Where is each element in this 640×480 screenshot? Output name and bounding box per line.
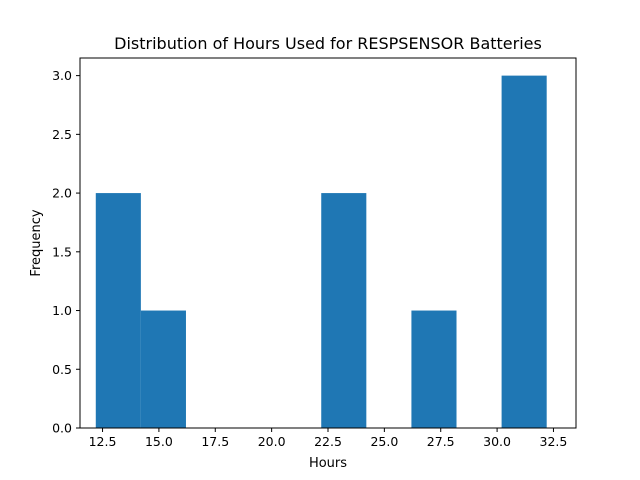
bars-group bbox=[95, 75, 547, 428]
y-tick-label-2: 1.0 bbox=[52, 303, 72, 318]
chart-title: Distribution of Hours Used for RESPSENSO… bbox=[114, 34, 542, 53]
y-tick-label-4: 2.0 bbox=[52, 186, 72, 201]
x-tick-label-5: 25.0 bbox=[370, 434, 398, 449]
y-axis-ticks: 0.0 0.5 1.0 1.5 2.0 2.5 3.0 bbox=[52, 68, 80, 436]
x-axis-label: Hours bbox=[309, 456, 347, 471]
histogram-bar-9 bbox=[501, 75, 547, 428]
histogram-bar-5 bbox=[321, 193, 367, 428]
x-tick-label-3: 20.0 bbox=[258, 434, 286, 449]
y-tick-label-5: 2.5 bbox=[52, 127, 72, 142]
histogram-bar-1 bbox=[140, 310, 186, 428]
plot-frame bbox=[79, 57, 577, 429]
y-axis-label: Frequency bbox=[29, 209, 44, 276]
histogram-bar-7 bbox=[411, 310, 457, 428]
histogram-bar-0 bbox=[95, 193, 141, 428]
y-tick-label-0: 0.0 bbox=[52, 421, 72, 436]
x-tick-label-2: 17.5 bbox=[201, 434, 229, 449]
x-tick-label-7: 30.0 bbox=[483, 434, 511, 449]
x-axis-ticks: 12.5 15.0 17.5 20.0 22.5 25.0 27.5 30.0 32.5 bbox=[89, 428, 568, 449]
y-tick-label-6: 3.0 bbox=[52, 68, 72, 83]
y-tick-label-1: 0.5 bbox=[52, 362, 72, 377]
x-tick-label-6: 27.5 bbox=[427, 434, 455, 449]
x-tick-label-1: 15.0 bbox=[145, 434, 173, 449]
y-tick-label-3: 1.5 bbox=[52, 244, 72, 259]
x-tick-label-0: 12.5 bbox=[89, 434, 117, 449]
x-tick-label-8: 32.5 bbox=[540, 434, 568, 449]
x-tick-label-4: 22.5 bbox=[314, 434, 342, 449]
